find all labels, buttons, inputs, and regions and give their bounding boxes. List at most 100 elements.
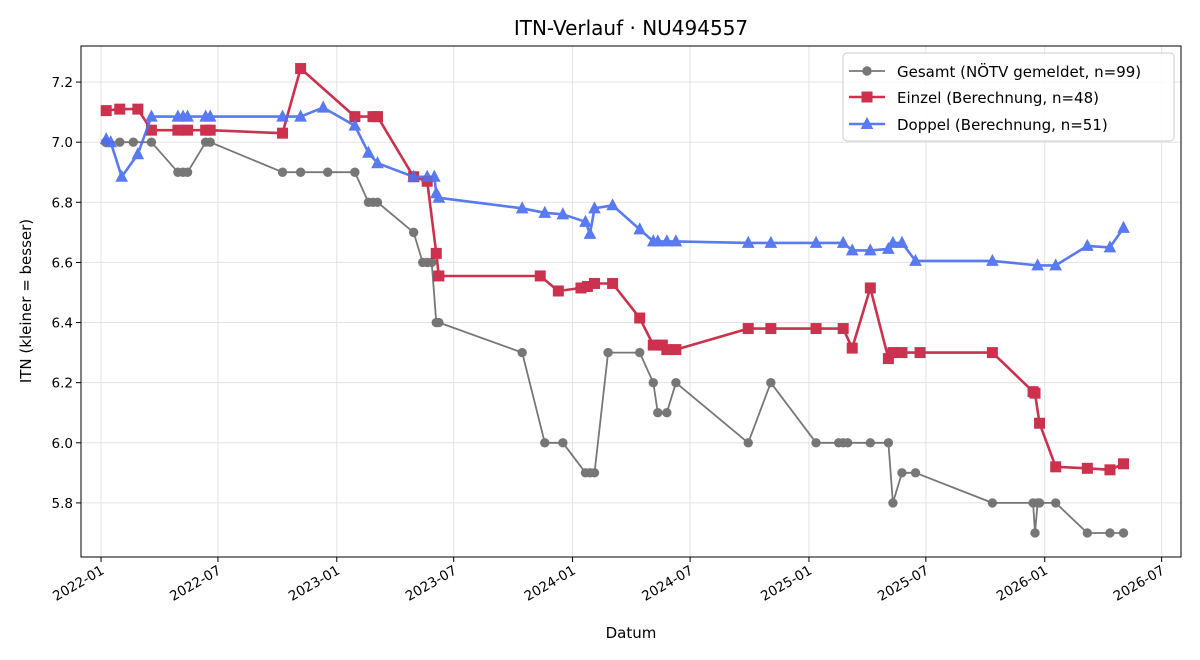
- data-point-doppel: [1117, 220, 1130, 233]
- data-point-doppel: [863, 243, 877, 256]
- data-point-gesamt: [883, 438, 894, 448]
- data-point-gesamt: [517, 347, 527, 358]
- data-point-doppel: [538, 205, 552, 218]
- x-tick-label: 2023-01: [286, 563, 343, 605]
- data-point-einzel: [1118, 458, 1130, 470]
- data-point-doppel: [588, 201, 601, 214]
- x-tick-label: 2023-07: [403, 563, 460, 605]
- data-point-doppel: [115, 169, 129, 182]
- data-point-gesamt: [205, 137, 215, 147]
- data-point-doppel: [809, 235, 823, 248]
- chart-title: ITN-Verlauf · NU494557: [514, 16, 748, 40]
- data-point-gesamt: [1034, 498, 1045, 508]
- y-tick-label: 7.0: [52, 135, 73, 151]
- data-point-einzel: [1029, 387, 1041, 399]
- legend-swatch-einzel: [849, 91, 885, 103]
- y-axis-ticks: 5.8 6.0 6.2 6.4 6.6 6.8 7.0 7.2: [52, 75, 81, 512]
- data-point-doppel: [579, 214, 592, 227]
- x-tick-label: 2024-01: [522, 563, 579, 605]
- gridlines: [81, 46, 1181, 557]
- data-point-doppel: [633, 222, 647, 235]
- data-point-doppel: [886, 235, 900, 248]
- data-point-gesamt: [635, 347, 645, 358]
- series-layer: [99, 63, 1130, 538]
- data-point-einzel: [986, 347, 998, 359]
- x-tick-label: 2022-01: [50, 563, 107, 605]
- data-point-einzel: [1081, 462, 1093, 474]
- data-point-einzel: [589, 277, 601, 289]
- series-einzel: [100, 63, 1130, 476]
- data-point-doppel: [1103, 240, 1117, 253]
- data-point-doppel: [845, 243, 859, 256]
- data-point-einzel: [742, 323, 754, 335]
- data-point-einzel: [670, 344, 682, 356]
- data-point-doppel: [362, 145, 375, 158]
- data-point-einzel: [765, 323, 777, 335]
- data-point-doppel: [407, 169, 420, 182]
- y-tick-label: 6.4: [52, 316, 73, 332]
- data-point-doppel: [669, 234, 683, 247]
- data-point-doppel: [427, 169, 441, 182]
- data-point-doppel: [316, 100, 330, 113]
- y-axis-label: ITN (kleiner = besser): [17, 219, 35, 383]
- data-point-gesamt: [589, 468, 600, 478]
- data-point-einzel: [1104, 464, 1116, 476]
- x-tick-label: 2025-07: [875, 563, 932, 605]
- data-point-doppel: [741, 235, 755, 248]
- y-tick-label: 6.2: [52, 376, 73, 392]
- data-point-doppel: [895, 235, 909, 248]
- data-point-einzel: [607, 277, 619, 289]
- data-point-doppel: [556, 207, 570, 220]
- data-point-doppel: [764, 235, 778, 248]
- data-point-einzel: [204, 124, 216, 136]
- data-point-einzel: [887, 347, 899, 359]
- data-point-einzel: [277, 127, 289, 139]
- x-tick-label: 2024-07: [639, 563, 696, 605]
- data-point-gesamt: [295, 167, 306, 177]
- data-point-doppel: [882, 241, 895, 254]
- x-axis-ticks: 2022-01 2022-07 2023-01 2023-07 2024-01 2024-…: [50, 557, 1168, 605]
- legend-box: [842, 52, 1175, 142]
- data-point-einzel: [661, 344, 673, 356]
- data-point-gesamt: [888, 498, 898, 508]
- data-point-einzel: [837, 323, 849, 335]
- data-point-gesamt: [1118, 528, 1129, 538]
- data-point-einzel: [534, 270, 546, 282]
- data-point-doppel: [371, 156, 384, 169]
- data-point-gesamt: [743, 438, 753, 448]
- data-point-gesamt: [372, 197, 383, 208]
- data-point-doppel: [348, 118, 362, 131]
- data-point-einzel: [914, 347, 926, 359]
- data-point-doppel: [1031, 258, 1044, 271]
- legend-marker-gesamt: [862, 66, 872, 76]
- data-point-gesamt: [1105, 528, 1115, 538]
- data-point-gesamt: [427, 257, 437, 268]
- legend-label-gesamt: Gesamt (NÖTV gemeldet, n=99): [897, 62, 1141, 81]
- data-point-einzel: [172, 124, 184, 136]
- data-point-doppel: [606, 198, 619, 211]
- data-point-gesamt: [662, 408, 672, 418]
- data-point-gesamt: [540, 438, 550, 448]
- data-point-doppel: [660, 234, 674, 247]
- data-point-gesamt: [323, 167, 333, 177]
- plot-frame: [80, 45, 1182, 558]
- y-tick-label: 5.8: [52, 496, 73, 512]
- data-point-doppel: [181, 109, 194, 122]
- data-point-doppel: [276, 109, 289, 122]
- data-point-gesamt: [1082, 528, 1093, 538]
- data-point-einzel: [114, 103, 126, 115]
- data-point-gesamt: [648, 377, 658, 388]
- x-tick-label: 2026-07: [1111, 563, 1168, 605]
- legend-swatch-doppel: [849, 116, 885, 129]
- data-point-doppel: [131, 147, 145, 160]
- data-point-einzel: [132, 103, 144, 115]
- data-point-einzel: [864, 282, 876, 294]
- data-point-einzel: [810, 323, 822, 335]
- series-line-gesamt: [105, 141, 1124, 534]
- series-gesamt: [100, 137, 1129, 538]
- data-point-gesamt: [128, 137, 139, 147]
- data-point-gesamt: [146, 137, 157, 147]
- data-point-gesamt: [766, 377, 776, 388]
